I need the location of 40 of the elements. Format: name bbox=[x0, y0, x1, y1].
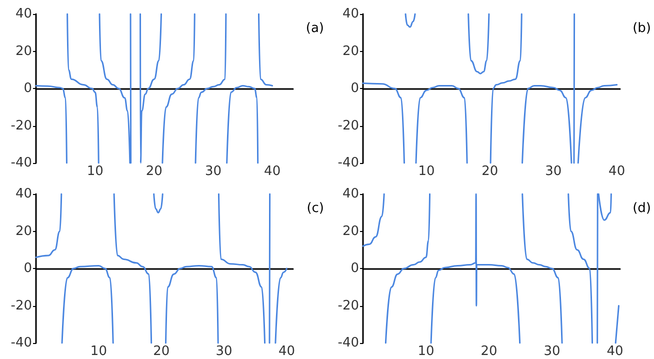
text: (d) bbox=[632, 200, 652, 216]
x-tick-label: 40 bbox=[278, 344, 296, 358]
y-tick-label: 40 bbox=[15, 186, 32, 201]
y-tick-label: 20 bbox=[15, 223, 32, 238]
x-tick-label: 10 bbox=[90, 344, 107, 358]
y-tick-label: 0 bbox=[24, 81, 32, 96]
y-tick-label: 20 bbox=[342, 44, 359, 59]
y-tick-label: 20 bbox=[15, 44, 32, 59]
x-tick-label: 10 bbox=[418, 164, 435, 179]
y-tick-label: 40 bbox=[342, 6, 359, 22]
x-tick-label: 30 bbox=[216, 344, 232, 358]
text: (c) bbox=[306, 200, 324, 216]
x-tick-label: 30 bbox=[204, 164, 222, 179]
y-tick-label: -20 bbox=[338, 298, 359, 313]
y-tick-label: -20 bbox=[10, 118, 32, 134]
y-tick-label: 40 bbox=[15, 6, 32, 22]
x-tick-label: 30 bbox=[545, 164, 562, 179]
y-tick-label: 20 bbox=[342, 223, 359, 238]
text: (a) bbox=[306, 21, 324, 36]
y-tick-label: -40 bbox=[10, 156, 32, 170]
x-tick-label: 10 bbox=[418, 344, 434, 358]
y-tick-label: -40 bbox=[10, 335, 32, 350]
x-tick-label: 20 bbox=[146, 164, 162, 179]
y-tick-label: -20 bbox=[338, 118, 359, 134]
x-tick-label: 10 bbox=[86, 164, 104, 179]
y-tick-label: 40 bbox=[342, 186, 359, 201]
text: (b) bbox=[632, 21, 652, 36]
x-tick-label: 20 bbox=[480, 344, 498, 358]
x-tick-label: 40 bbox=[264, 164, 281, 179]
y-tick-label: -40 bbox=[338, 335, 359, 350]
x-tick-label: 30 bbox=[544, 344, 560, 358]
y-tick-label: -20 bbox=[10, 298, 32, 313]
x-tick-label: 40 bbox=[608, 164, 626, 179]
y-tick-label: 0 bbox=[350, 81, 359, 96]
y-tick-label: 0 bbox=[24, 260, 32, 276]
x-tick-label: 20 bbox=[153, 344, 170, 358]
x-tick-label: 40 bbox=[606, 344, 624, 358]
y-tick-label: -40 bbox=[338, 156, 359, 170]
x-tick-label: 20 bbox=[482, 164, 498, 179]
y-tick-label: 0 bbox=[350, 260, 359, 276]
